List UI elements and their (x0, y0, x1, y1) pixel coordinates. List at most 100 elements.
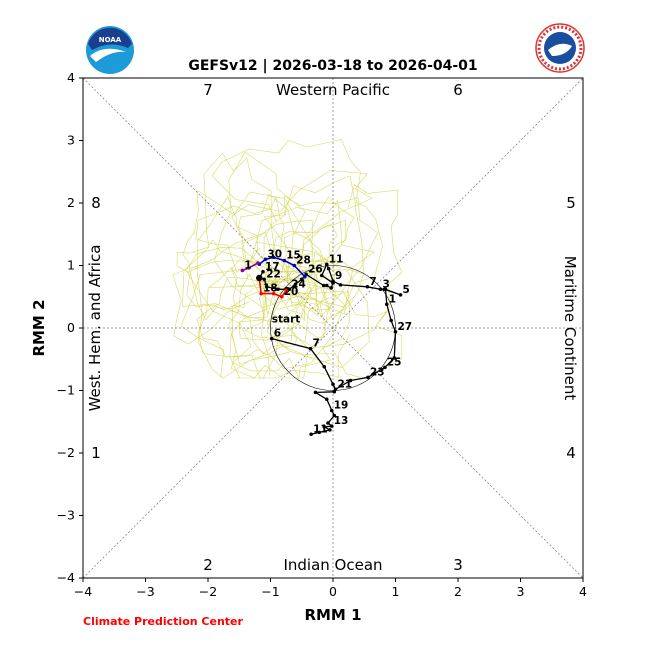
y-tick-label: −1 (57, 383, 75, 398)
observed-path-point (331, 382, 335, 387)
x-tick-label: 0 (329, 584, 337, 599)
forecast-mean-path-point (262, 277, 267, 282)
early-path-point (326, 421, 330, 425)
observed-path-point (329, 286, 333, 290)
forecast-purple-path: 1 (240, 260, 260, 273)
observed-path-point (398, 293, 403, 297)
x-tick-label: −4 (74, 584, 92, 599)
forecast-blue-path-day-label: 15 (286, 250, 301, 262)
early-path-point (329, 408, 334, 413)
ensemble-member-line (196, 277, 297, 358)
x-axis-label: RMM 1 (304, 606, 361, 624)
forecast-red-path-day-label: 18 (263, 283, 278, 295)
early-path-point (322, 424, 327, 429)
svg-text:NOAA: NOAA (99, 36, 122, 44)
early-path-point (332, 413, 337, 418)
observed-path-point (365, 284, 370, 289)
observed-path-point (308, 346, 313, 351)
ensemble-member-line (186, 241, 336, 350)
x-tick-label: −3 (136, 584, 154, 599)
credit-text: Climate Prediction Center (83, 615, 243, 628)
phase-label-8: 8 (91, 194, 101, 212)
forecast-end-marker (256, 274, 263, 282)
observed-path-day-label: 6 (274, 328, 281, 340)
observed-path-point (322, 364, 327, 369)
forecast-mean-path-point (321, 283, 326, 288)
observed-path-point (383, 365, 387, 370)
ensemble-member-line (266, 267, 403, 379)
ensemble-member-line (286, 219, 354, 324)
x-tick-label: −1 (261, 584, 279, 599)
forecast-red-path: 18 20 (257, 276, 298, 299)
region-label-top: Western Pacific (276, 81, 390, 99)
phase-label-1: 1 (91, 444, 101, 462)
forecast-blue-path-day-label: 30 (268, 248, 283, 260)
forecast-mean-path-point (299, 277, 304, 282)
y-tick-label: 1 (67, 258, 75, 273)
early-path-day-label: 19 (334, 400, 349, 412)
ensemble-member-line (172, 246, 271, 345)
forecast-mean-path-point (287, 287, 292, 292)
phase-label-5: 5 (566, 194, 576, 212)
observed-path-point (372, 371, 377, 376)
observed-path-day-label: 5 (403, 284, 410, 296)
ensemble-member-line (232, 289, 350, 380)
x-tick-label: 1 (392, 584, 400, 599)
forecast-mean-path-point (276, 287, 280, 292)
observed-path-point (324, 262, 329, 267)
forecast-mean-path-point (293, 282, 298, 287)
observed-path-point (389, 318, 393, 323)
ensemble-members (172, 139, 403, 380)
forecast-red-path-point (259, 291, 263, 296)
region-label-left: West. Hem. and Africa (86, 245, 104, 412)
early-path-point (313, 390, 318, 395)
ensemble-member-line (197, 267, 351, 379)
x-tick-label: 2 (454, 584, 462, 599)
ensemble-member-line (180, 248, 354, 379)
observed-path-point (338, 283, 343, 287)
region-label-right: Maritime Continent (561, 256, 579, 401)
phase-label-7: 7 (203, 81, 213, 99)
forecast-blue-path-point (263, 257, 268, 262)
observed-path-point (382, 287, 387, 292)
ensemble-member-line (176, 239, 259, 311)
observed-path-day-label: 25 (387, 356, 402, 368)
y-tick-label: −4 (57, 570, 75, 585)
y-tick-label: −3 (57, 508, 75, 523)
observed-path-point (366, 375, 370, 380)
ensemble-member-line (182, 189, 271, 321)
forecast-blue-path-point (292, 263, 297, 268)
forecast-blue-path-point (282, 258, 287, 263)
early-path-point (317, 430, 322, 435)
observed-path-day-label: 23 (370, 366, 385, 378)
forecast-red-path-point (284, 288, 288, 293)
early-path: 19 13 11 (309, 389, 349, 437)
y-tick-label: −2 (57, 445, 75, 460)
early-path-point (328, 428, 332, 432)
ensemble-member-line (263, 195, 379, 318)
ensemble-member-line (250, 199, 375, 369)
observed-path-day-label: 9 (335, 270, 342, 282)
observed-path-day-label: 1 (389, 293, 396, 305)
y-tick-label: 2 (67, 195, 75, 210)
early-path-day-label: 11 (313, 423, 328, 435)
observed-path-day-label: 21 (338, 378, 353, 390)
ensemble-member-line (195, 195, 285, 273)
noaa-logo: NOAA (86, 26, 134, 74)
phase-label-4: 4 (566, 444, 576, 462)
phase-label-6: 6 (453, 81, 463, 99)
x-tick-label: 4 (579, 584, 587, 599)
x-tick-label: −2 (199, 584, 217, 599)
observed-path-day-label: 27 (398, 321, 413, 333)
ensemble-member-line (214, 151, 364, 321)
phase-label-2: 2 (203, 556, 213, 574)
early-path-point (332, 389, 337, 394)
observed-path-point (378, 287, 383, 292)
y-tick-label: 3 (67, 133, 75, 148)
early-path-point (329, 424, 334, 428)
observed-path-day-label: 3 (383, 278, 390, 290)
phase-label-3: 3 (453, 556, 463, 574)
